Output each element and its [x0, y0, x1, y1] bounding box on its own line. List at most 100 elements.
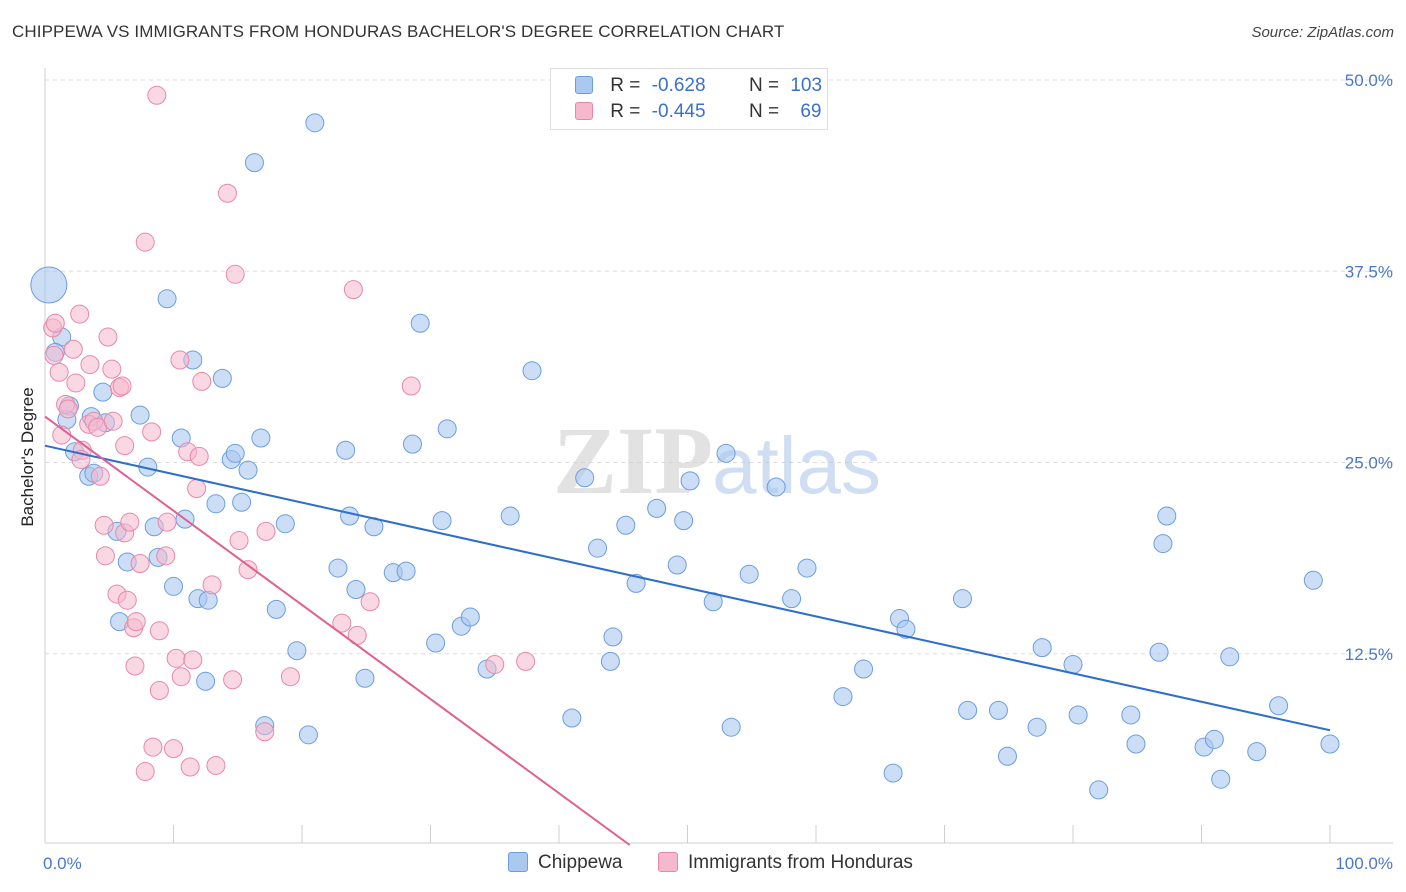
point-honduras-21: [102, 359, 122, 379]
watermark-atlas: atlas: [712, 421, 881, 510]
point-honduras-32: [130, 553, 150, 573]
point-chippewa-66: [667, 555, 687, 575]
point-honduras-31: [126, 612, 146, 632]
chart-title: CHIPPEWA VS IMMIGRANTS FROM HONDURAS BAC…: [12, 22, 785, 41]
point-honduras-41: [157, 512, 177, 532]
point-chippewa-26: [206, 494, 226, 514]
point-chippewa-27: [212, 368, 232, 388]
x-tick-label-1: 100.0%: [1335, 854, 1393, 873]
point-chippewa-54: [460, 607, 480, 627]
point-chippewa-98: [1220, 647, 1240, 667]
point-honduras-19: [98, 327, 118, 347]
axes: [44, 68, 1393, 844]
point-chippewa-87: [1063, 654, 1083, 674]
point-chippewa-100: [1269, 696, 1289, 716]
point-honduras-47: [180, 757, 200, 777]
point-chippewa-78: [883, 763, 903, 783]
point-honduras-8: [66, 373, 86, 393]
point-chippewa-40: [328, 558, 348, 578]
legend-swatch-chippewa: [575, 76, 593, 94]
point-honduras-42: [164, 739, 183, 759]
point-chippewa-62: [603, 627, 623, 647]
point-chippewa-58: [562, 708, 582, 728]
point-honduras-55: [223, 670, 243, 690]
trend-line-honduras: [44, 415, 631, 846]
point-honduras-36: [143, 737, 163, 757]
point-chippewa-85: [1027, 717, 1047, 737]
point-honduras-1: [45, 313, 65, 333]
point-honduras-44: [170, 350, 190, 370]
point-chippewa-36: [275, 514, 295, 534]
legend-n-label: N =: [748, 75, 780, 96]
point-chippewa-77: [854, 659, 874, 679]
point-chippewa-96: [1204, 729, 1224, 749]
point-chippewa-47: [396, 561, 416, 581]
point-honduras-24: [115, 436, 135, 456]
point-honduras-59: [255, 722, 275, 742]
point-chippewa-52: [437, 419, 457, 439]
point-honduras-38: [149, 621, 169, 641]
point-chippewa-50: [426, 633, 446, 653]
point-honduras-6: [58, 399, 78, 419]
point-chippewa-82: [958, 700, 978, 720]
bottom-legend-swatch-chippewa: [508, 852, 528, 872]
point-honduras-20: [103, 411, 123, 431]
point-chippewa-18: [157, 289, 177, 309]
point-honduras-58: [238, 560, 258, 580]
point-honduras-39: [149, 680, 169, 700]
point-honduras-49: [187, 479, 207, 499]
point-chippewa-7: [93, 382, 113, 402]
point-chippewa-91: [1126, 734, 1146, 754]
point-chippewa-67: [674, 511, 694, 531]
trend-line-chippewa: [44, 444, 1331, 732]
point-chippewa-43: [346, 579, 366, 599]
bottom-legend-honduras: Immigrants from Honduras: [658, 852, 913, 874]
legend-r-value: -0.445: [651, 101, 706, 122]
point-honduras-67: [485, 654, 505, 674]
point-chippewa-38: [298, 725, 318, 745]
point-chippewa-75: [797, 558, 817, 578]
bottom-legend-chippewa: Chippewa: [508, 852, 623, 874]
point-chippewa-76: [833, 687, 853, 707]
legend-n-label: N =: [748, 101, 780, 122]
point-honduras-35: [142, 422, 162, 442]
point-honduras-34: [135, 762, 155, 782]
point-chippewa-83: [988, 700, 1008, 720]
series-chippewa: [30, 113, 1340, 800]
point-chippewa-39: [305, 113, 325, 133]
y-tick-label-3: 50.0%: [1345, 71, 1393, 90]
series-honduras: [43, 85, 536, 782]
point-honduras-54: [217, 183, 237, 203]
bottom-legend-label-honduras: Immigrants from Honduras: [688, 852, 913, 873]
point-honduras-7: [70, 304, 90, 324]
point-chippewa-61: [600, 651, 620, 671]
legend-row-honduras: R = -0.445 N = 69: [575, 101, 821, 125]
point-honduras-52: [202, 575, 222, 595]
point-honduras-17: [94, 515, 114, 535]
point-chippewa-97: [1211, 769, 1231, 789]
point-chippewa-68: [680, 471, 700, 491]
chart-source: Source: ZipAtlas.com: [1251, 24, 1394, 41]
point-honduras-57: [229, 531, 249, 551]
legend-n-value: 69: [800, 101, 822, 122]
legend-r-value: -0.628: [651, 75, 706, 96]
point-honduras-23: [112, 376, 132, 396]
y-tick-label-0: 12.5%: [1345, 645, 1393, 664]
point-chippewa-84: [997, 746, 1017, 766]
point-chippewa-35: [266, 599, 286, 619]
point-chippewa-93: [1153, 534, 1173, 554]
point-chippewa-73: [766, 477, 786, 497]
point-chippewa-41: [336, 440, 356, 460]
point-chippewa-51: [432, 511, 452, 531]
point-honduras-66: [401, 376, 421, 396]
point-chippewa-101: [1303, 570, 1323, 590]
point-honduras-37: [147, 85, 167, 105]
legend-r-label: R =: [610, 101, 641, 122]
point-chippewa-64: [626, 573, 646, 593]
point-chippewa-92: [1149, 642, 1169, 662]
point-chippewa-65: [647, 498, 667, 518]
point-chippewa-74: [782, 589, 802, 609]
point-chippewa-71: [721, 717, 741, 737]
watermark: ZIP atlas: [553, 407, 881, 514]
